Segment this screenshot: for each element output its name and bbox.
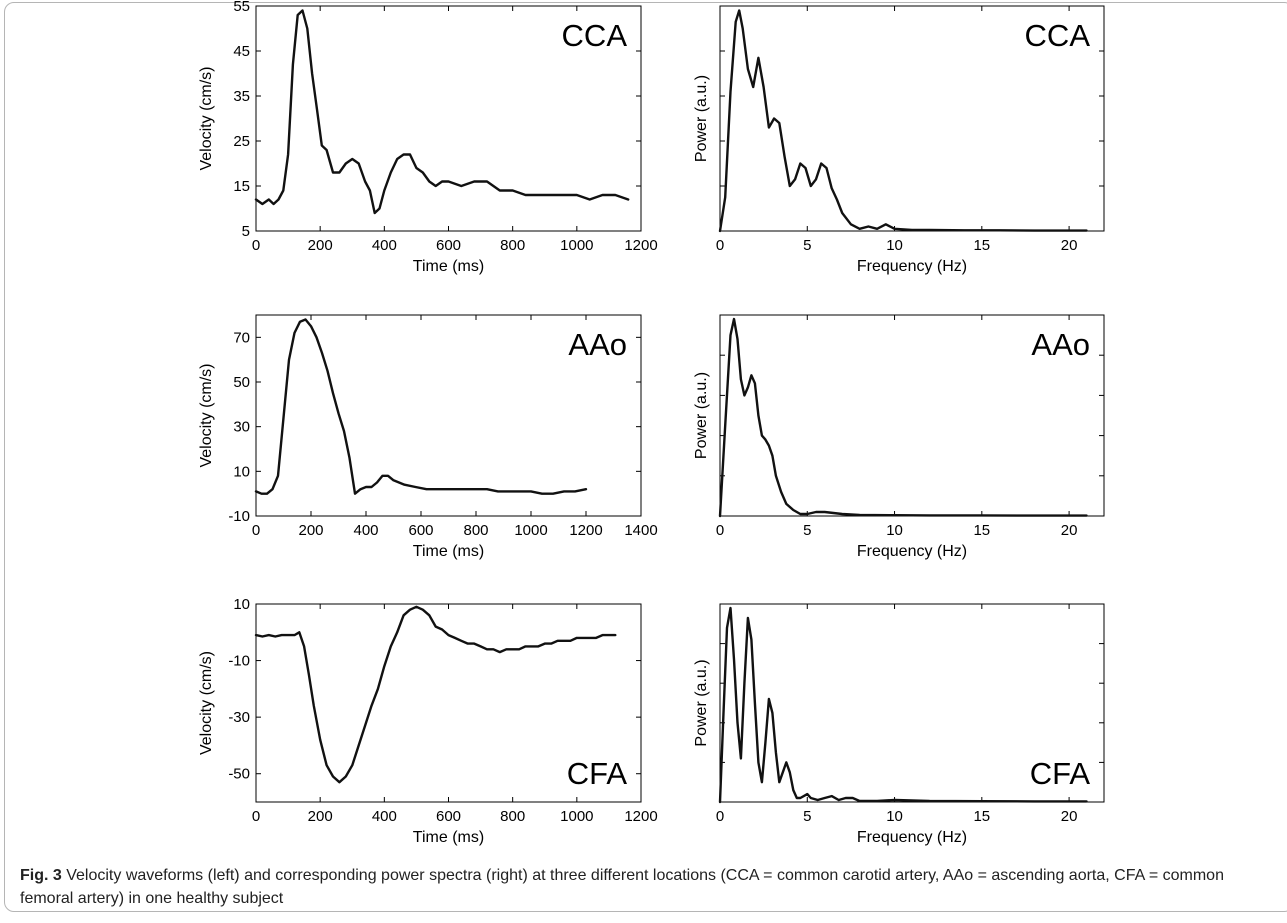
chart-aao-velocity: 0 200 400 600 800 1000 1200 1400 -10 10 30 50 70 Time… — [198, 314, 658, 560]
x-tick-label: 400 — [353, 522, 378, 539]
x-tick-label: 1000 — [514, 522, 547, 539]
chart-cca-spectrum: 0 5 10 15 20 Frequency (Hz) Power (a.u.) CCA — [693, 5, 1105, 275]
x-tick-label: 1200 — [624, 808, 657, 825]
series-line — [254, 9, 630, 215]
x-tick-label: 1200 — [624, 237, 657, 254]
y-axis-label: Power (a.u.) — [693, 75, 710, 162]
x-tick-label: 15 — [973, 237, 990, 254]
x-tick-label: 20 — [1061, 808, 1078, 825]
chart-cfa-velocity: 0 200 400 600 800 1000 1200 -50 -30 -10 10 Time (ms… — [198, 596, 658, 846]
y-tick-label: -10 — [228, 653, 250, 670]
x-tick-label: 600 — [408, 522, 433, 539]
plot-axes-box — [719, 603, 1105, 803]
location-annotation: CCA — [562, 18, 628, 53]
y-tick-label: 10 — [233, 463, 250, 480]
y-tick-label: 5 — [242, 223, 250, 240]
x-tick-label: 600 — [436, 808, 461, 825]
x-axis-label: Frequency (Hz) — [857, 258, 967, 275]
y-axis-label: Velocity (cm/s) — [198, 363, 215, 467]
location-annotation: CFA — [1030, 756, 1091, 791]
y-tick-label: 10 — [233, 596, 250, 613]
x-axis-label: Frequency (Hz) — [857, 543, 967, 560]
x-tick-label: 0 — [716, 237, 724, 254]
x-tick-label: 800 — [500, 237, 525, 254]
x-tick-label: 10 — [886, 522, 903, 539]
x-tick-label: 20 — [1061, 522, 1078, 539]
y-axis-label: Power (a.u.) — [693, 372, 710, 459]
y-tick-label: 35 — [233, 88, 250, 105]
y-axis-label: Power (a.u.) — [693, 659, 710, 746]
x-tick-label: 200 — [308, 237, 333, 254]
y-tick-label: 25 — [233, 133, 250, 150]
figure-frame — [4, 2, 1287, 912]
series-line — [254, 605, 617, 784]
x-axis-label: Frequency (Hz) — [857, 829, 967, 846]
x-tick-label: 20 — [1061, 237, 1078, 254]
x-tick-label: 10 — [886, 808, 903, 825]
y-tick-label: 70 — [233, 329, 250, 346]
location-annotation: AAo — [568, 327, 627, 362]
x-tick-label: 800 — [463, 522, 488, 539]
x-tick-label: 600 — [436, 237, 461, 254]
y-tick-label: 50 — [233, 374, 250, 391]
caption-label: Fig. 3 — [20, 867, 62, 884]
x-tick-label: 5 — [803, 237, 811, 254]
chart-cfa-spectrum: 0 5 10 15 20 Frequency (Hz) Power (a.u.) CFA — [693, 603, 1105, 846]
x-tick-label: 0 — [716, 808, 724, 825]
x-tick-label: 5 — [803, 522, 811, 539]
x-axis-label: Time (ms) — [413, 258, 484, 275]
x-tick-label: 1000 — [560, 808, 593, 825]
y-tick-label: 30 — [233, 419, 250, 436]
x-tick-label: 0 — [252, 522, 260, 539]
y-tick-label: 15 — [233, 178, 250, 195]
chart-cca-velocity: 0 200 400 600 800 1000 1200 5 15 25 35 45 55 Time (ms… — [198, 0, 658, 275]
x-axis-label: Time (ms) — [413, 543, 484, 560]
series-line — [718, 317, 1088, 518]
y-tick-label: -10 — [228, 508, 250, 525]
x-tick-label: 400 — [372, 237, 397, 254]
location-annotation: AAo — [1031, 327, 1090, 362]
plot-axes-box — [255, 314, 642, 517]
x-tick-label: 200 — [308, 808, 333, 825]
x-tick-label: 15 — [973, 808, 990, 825]
x-tick-label: 400 — [372, 808, 397, 825]
caption-text: Velocity waveforms (left) and correspond… — [20, 867, 1224, 907]
series-line — [718, 606, 1088, 804]
location-annotation: CCA — [1025, 18, 1091, 53]
x-tick-label: 1200 — [569, 522, 602, 539]
series-line — [254, 318, 588, 495]
x-tick-label: 200 — [298, 522, 323, 539]
y-axis-label: Velocity (cm/s) — [198, 651, 215, 755]
series-line — [718, 9, 1088, 233]
x-tick-label: 10 — [886, 237, 903, 254]
x-tick-label: 0 — [716, 522, 724, 539]
chart-aao-spectrum: 0 5 10 15 20 Frequency (Hz) Power (a.u.) AAo — [693, 314, 1105, 560]
figure-caption: Fig. 3 Velocity waveforms (left) and cor… — [20, 864, 1270, 910]
y-tick-label: 45 — [233, 43, 250, 60]
location-annotation: CFA — [567, 756, 628, 791]
x-tick-label: 800 — [500, 808, 525, 825]
x-tick-label: 0 — [252, 808, 260, 825]
y-tick-label: -50 — [228, 766, 250, 783]
y-axis-label: Velocity (cm/s) — [198, 66, 215, 170]
x-tick-label: 1000 — [560, 237, 593, 254]
y-tick-label: 55 — [233, 0, 250, 15]
x-axis-label: Time (ms) — [413, 829, 484, 846]
x-tick-label: 0 — [252, 237, 260, 254]
x-tick-label: 5 — [803, 808, 811, 825]
x-tick-label: 15 — [973, 522, 990, 539]
x-tick-label: 1400 — [624, 522, 657, 539]
y-tick-label: -30 — [228, 709, 250, 726]
